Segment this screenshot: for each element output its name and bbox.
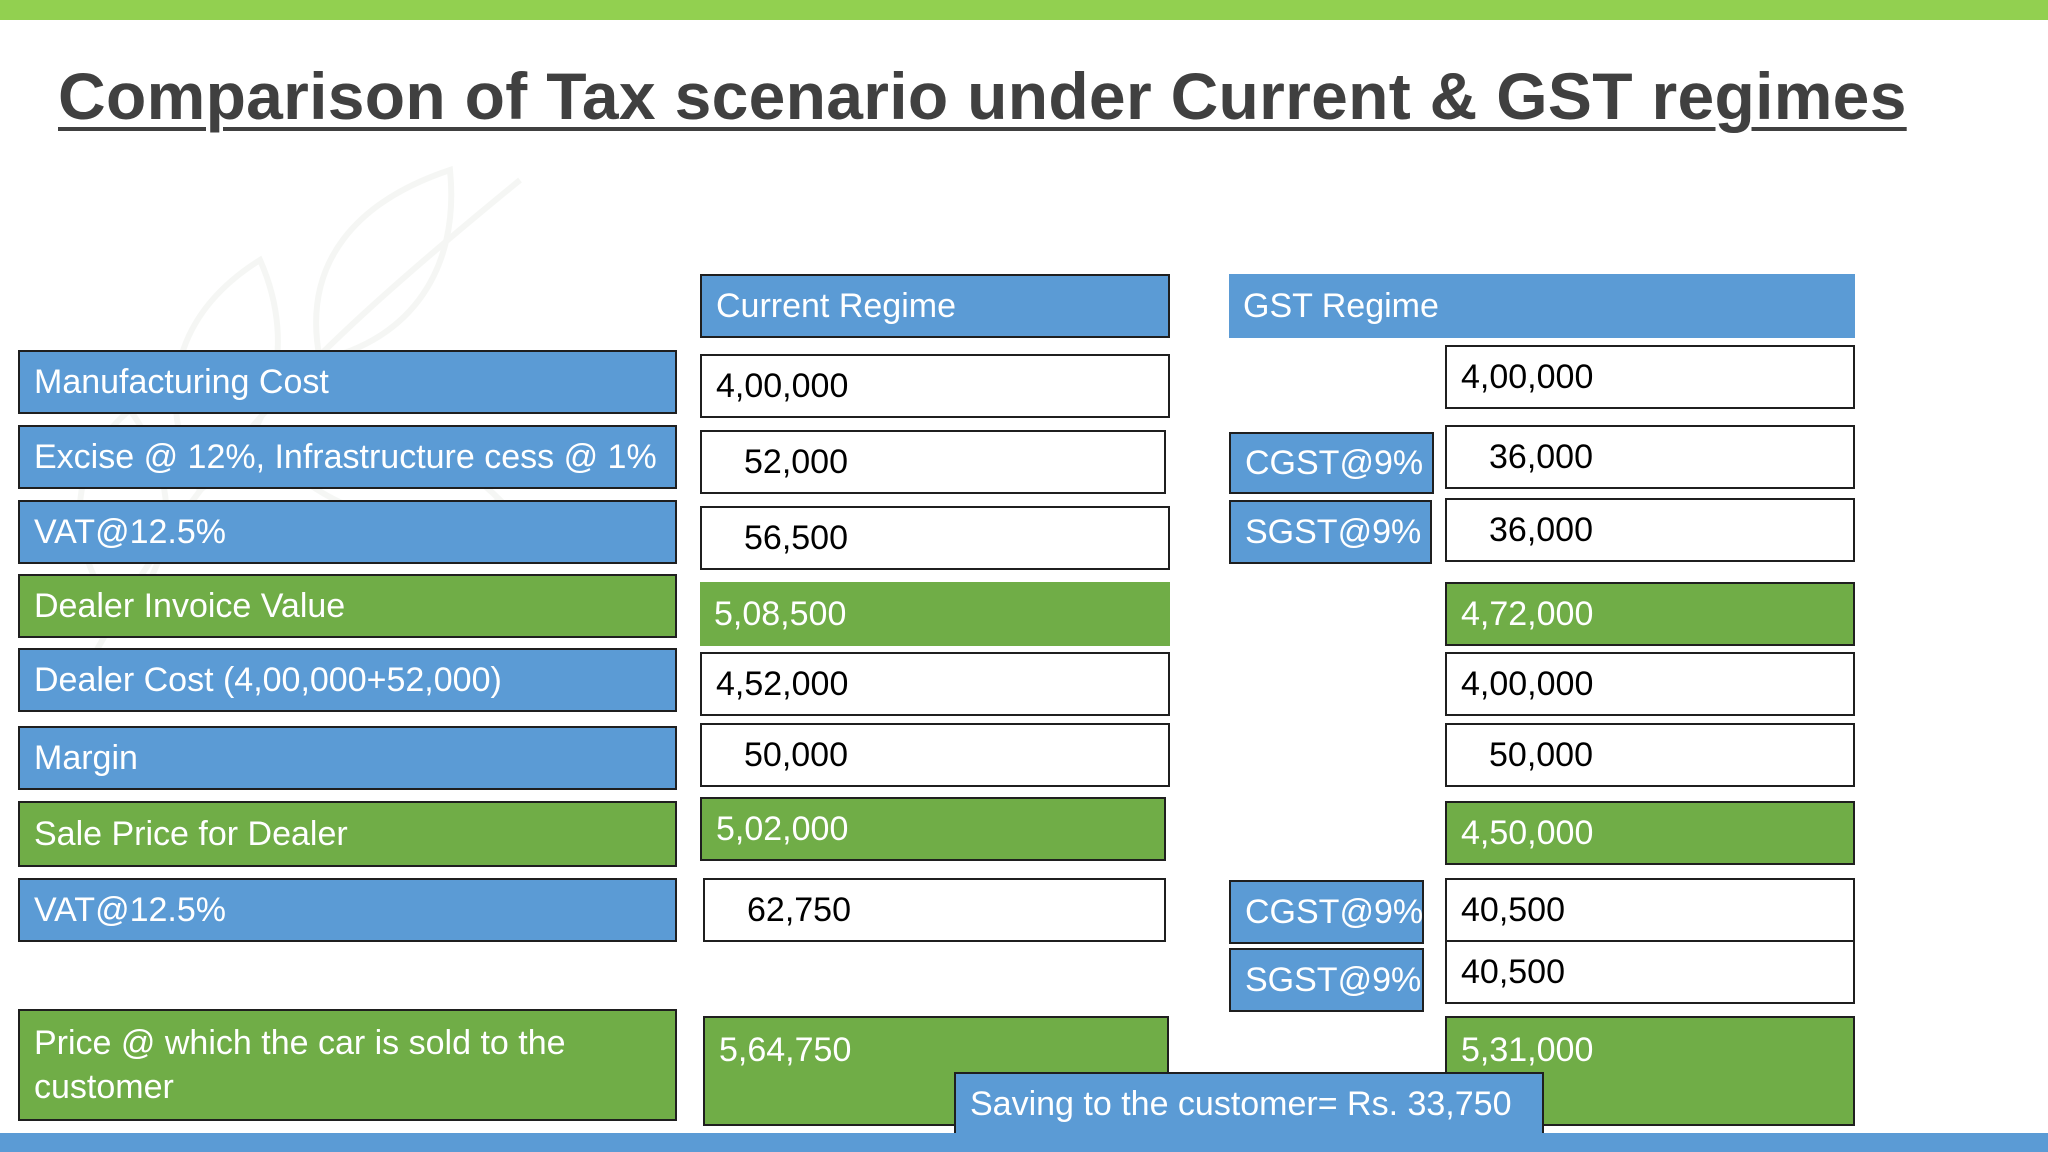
row-label-dealer-cost: Dealer Cost (4,00,000+52,000) bbox=[18, 648, 677, 712]
current-dealer-invoice-value: 5,08,500 bbox=[700, 582, 1170, 646]
page-title: Comparison of Tax scenario under Current… bbox=[58, 59, 1907, 133]
current-excise: 52,000 bbox=[700, 430, 1166, 494]
row-label-final-price: Price @ which the car is sold to the cus… bbox=[18, 1009, 677, 1121]
top-accent-bar bbox=[0, 0, 2048, 20]
row-label-dealer-invoice-value: Dealer Invoice Value bbox=[18, 574, 677, 638]
gst-dealer-cost: 4,00,000 bbox=[1445, 652, 1855, 716]
gst-margin: 50,000 bbox=[1445, 723, 1855, 787]
gst-tax-label-sgst-1: SGST@9% bbox=[1229, 500, 1432, 564]
row-label-vat-1: VAT@12.5% bbox=[18, 500, 677, 564]
current-sale-price-for-dealer: 5,02,000 bbox=[700, 797, 1166, 861]
row-label-excise: Excise @ 12%, Infrastructure cess @ 1% bbox=[18, 425, 677, 489]
gst-tax-label-sgst-2: SGST@9% bbox=[1229, 948, 1424, 1012]
gst-dealer-invoice-value: 4,72,000 bbox=[1445, 582, 1855, 646]
header-current-regime: Current Regime bbox=[700, 274, 1170, 338]
current-manufacturing-cost: 4,00,000 bbox=[700, 354, 1170, 418]
current-vat-1: 56,500 bbox=[700, 506, 1170, 570]
row-label-manufacturing-cost: Manufacturing Cost bbox=[18, 350, 677, 414]
bottom-accent-bar bbox=[0, 1133, 2048, 1152]
gst-sgst-1: 36,000 bbox=[1445, 498, 1855, 562]
header-gst-regime: GST Regime bbox=[1229, 274, 1855, 338]
gst-sale-price-for-dealer: 4,50,000 bbox=[1445, 801, 1855, 865]
gst-manufacturing-cost: 4,00,000 bbox=[1445, 345, 1855, 409]
current-vat-2: 62,750 bbox=[703, 878, 1166, 942]
current-dealer-cost: 4,52,000 bbox=[700, 652, 1170, 716]
gst-cgst-2: 40,500 bbox=[1445, 878, 1855, 942]
row-label-vat-2: VAT@12.5% bbox=[18, 878, 677, 942]
row-label-margin: Margin bbox=[18, 726, 677, 790]
current-margin: 50,000 bbox=[700, 723, 1170, 787]
gst-tax-label-cgst-1: CGST@9% bbox=[1229, 432, 1434, 494]
row-label-sale-price-for-dealer: Sale Price for Dealer bbox=[18, 801, 677, 867]
gst-sgst-2: 40,500 bbox=[1445, 940, 1855, 1004]
saving-callout: Saving to the customer= Rs. 33,750 bbox=[954, 1072, 1544, 1136]
gst-cgst-1: 36,000 bbox=[1445, 425, 1855, 489]
gst-tax-label-cgst-2: CGST@9% bbox=[1229, 880, 1424, 944]
